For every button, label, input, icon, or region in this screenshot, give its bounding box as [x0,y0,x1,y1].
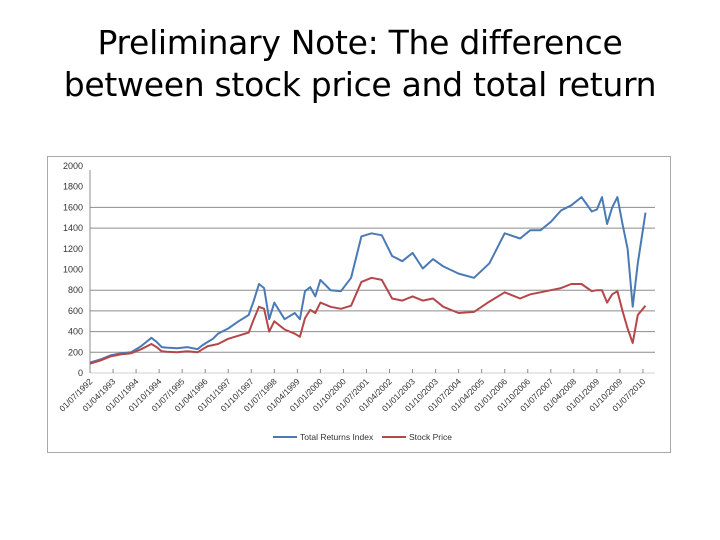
slide-title-line-2: between stock price and total return [63,65,657,104]
y-tick-label: 1200 [63,244,83,254]
gridlines [90,206,655,353]
series-lines [89,196,647,365]
legend-label: Stock Price [409,432,452,442]
y-tick-label: 200 [68,347,83,357]
y-tick-label: 1000 [63,265,83,275]
y-tick-label: 1400 [63,223,83,233]
y-tick-label: 0 [78,368,83,378]
slide-title: Preliminary Note: The difference between… [0,22,720,106]
x-axis: 01/07/199201/04/199301/01/199401/10/1994… [57,369,655,413]
legend-label: Total Returns Index [300,432,374,442]
y-tick-label: 2000 [63,161,83,171]
y-tick-label: 1800 [63,182,83,192]
y-tick-label: 1600 [63,202,83,212]
y-axis: 0 200 400 600 800 1000 1200 1400 1600 1800 2000 [63,161,91,378]
total-returns-index-line [89,196,647,364]
slide-title-line-1: Preliminary Note: The difference [97,23,623,62]
stock-price-line [89,276,647,365]
y-tick-label: 600 [68,306,83,316]
chart-frame [47,156,671,453]
y-tick-label: 800 [68,285,83,295]
chart-legend: Total Returns Index Stock Price [273,432,452,442]
y-tick-label: 400 [68,327,83,337]
